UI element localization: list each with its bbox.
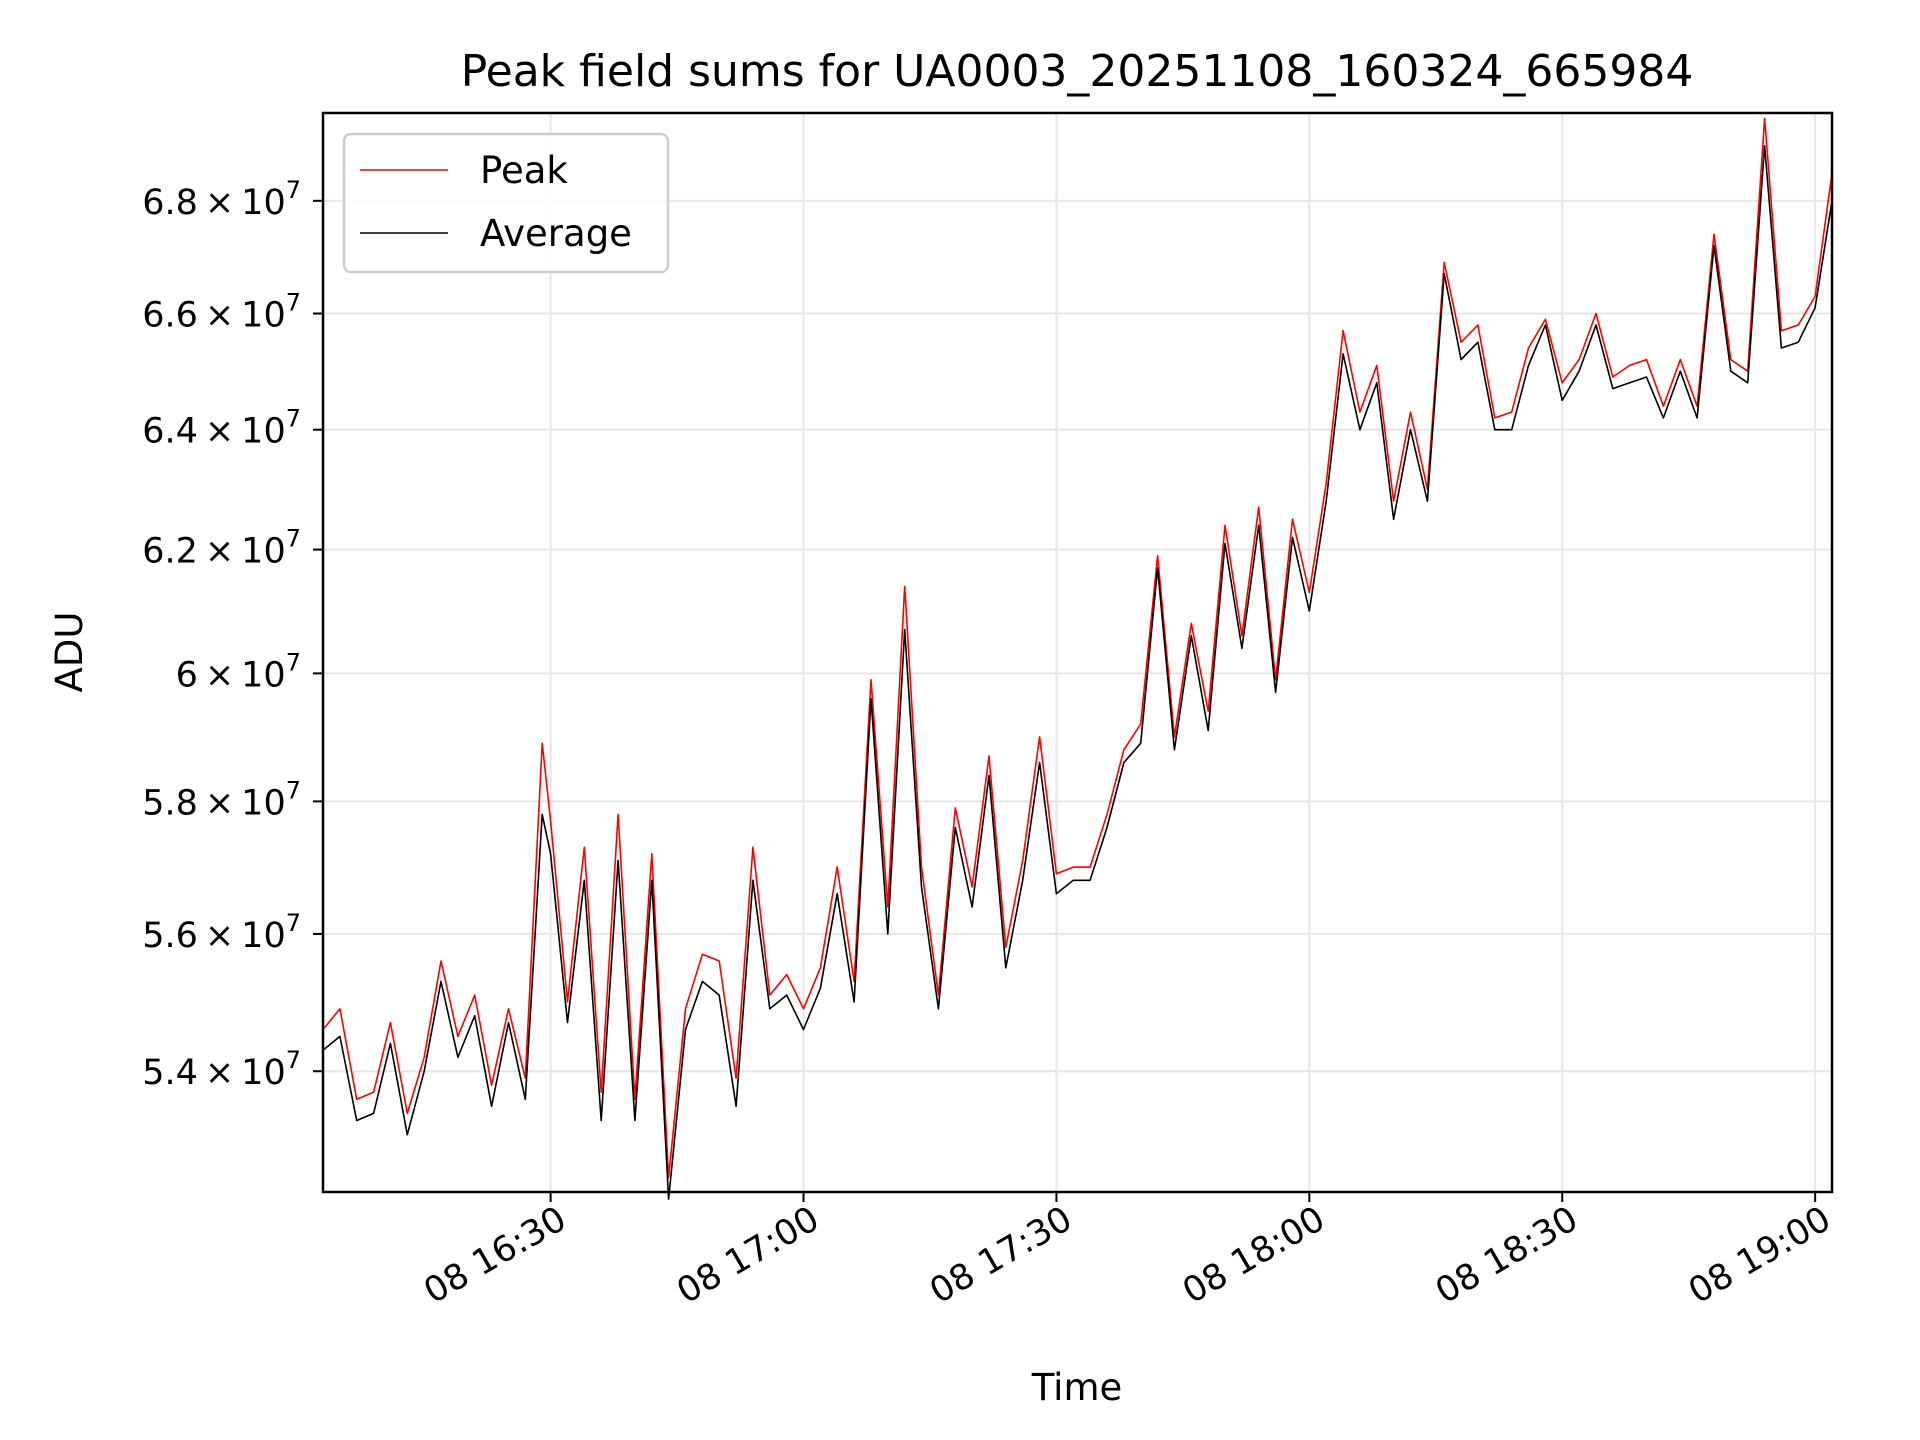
- legend-label-average: Average: [480, 212, 632, 255]
- plot-frame: [321, 111, 1834, 1194]
- y-tick-label: 6.6 × 107: [142, 289, 301, 336]
- legend-label-peak: Peak: [480, 149, 568, 192]
- legend: Peak Average: [342, 132, 670, 274]
- y-tick-label: 5.8 × 107: [142, 776, 301, 823]
- y-tick-label: 6.2 × 107: [142, 525, 301, 572]
- y-axis-label: ADU: [48, 612, 91, 693]
- y-tick-label: 6.4 × 107: [142, 405, 301, 452]
- y-axis: 5.4 × 107 5.6 × 107 5.8 × 107 6 × 107 6.2 × …: [142, 176, 323, 1093]
- y-tick-label: 6 × 107: [176, 648, 301, 695]
- y-tick-label: 5.6 × 107: [142, 909, 301, 956]
- series-line-peak: [322, 117, 1833, 1179]
- x-axis-label: Time: [1031, 1366, 1123, 1409]
- series-layer: [322, 117, 1833, 1200]
- y-tick-label: 6.8 × 107: [142, 176, 301, 223]
- legend-box: [342, 132, 670, 274]
- chart-title: Peak field sums for UA0003_20251108_1603…: [461, 46, 1694, 97]
- y-tick-label: 5.4 × 107: [142, 1046, 301, 1093]
- series-line-average: [322, 144, 1833, 1200]
